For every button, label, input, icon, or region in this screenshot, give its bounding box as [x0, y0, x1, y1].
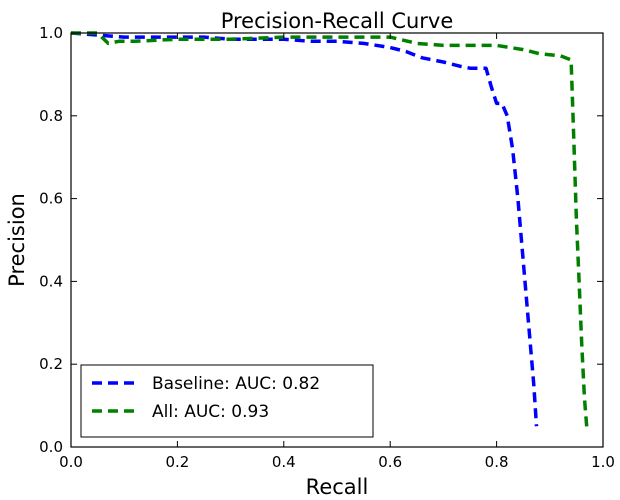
y-tick-label: 0.8 [39, 107, 63, 125]
legend-label-all: All: AUC: 0.93 [152, 402, 269, 422]
x-tick-label: 0.6 [378, 453, 402, 471]
x-tick-label: 1.0 [591, 453, 615, 471]
plot-frame [70, 32, 604, 448]
x-axis-label: Recall [306, 475, 369, 499]
y-axis-label: Precision [5, 193, 29, 287]
legend: Baseline: AUC: 0.82 All: AUC: 0.93 [80, 364, 374, 438]
x-tick-label: 0.4 [272, 453, 296, 471]
y-tick-label: 0.2 [39, 355, 63, 373]
x-tick-label: 0.0 [59, 453, 83, 471]
x-tick-label: 0.2 [165, 453, 189, 471]
x-axis-ticks: 0.0 0.2 0.4 0.6 0.8 1.0 [59, 33, 615, 471]
x-tick-label: 0.8 [485, 453, 509, 471]
y-tick-label: 0.4 [39, 272, 63, 290]
y-tick-label: 0.6 [39, 190, 63, 208]
series-line-baseline [70, 31, 539, 427]
chart-title: Precision-Recall Curve [221, 9, 454, 33]
y-axis-ticks: 0.0 0.2 0.4 0.6 0.8 1.0 [39, 24, 603, 456]
y-tick-label: 0.0 [39, 438, 63, 456]
legend-label-baseline: Baseline: AUC: 0.82 [152, 374, 320, 394]
series-layer [70, 31, 589, 431]
series-line-all [71, 31, 589, 431]
legend-box [80, 364, 374, 438]
y-tick-label: 1.0 [39, 24, 63, 42]
